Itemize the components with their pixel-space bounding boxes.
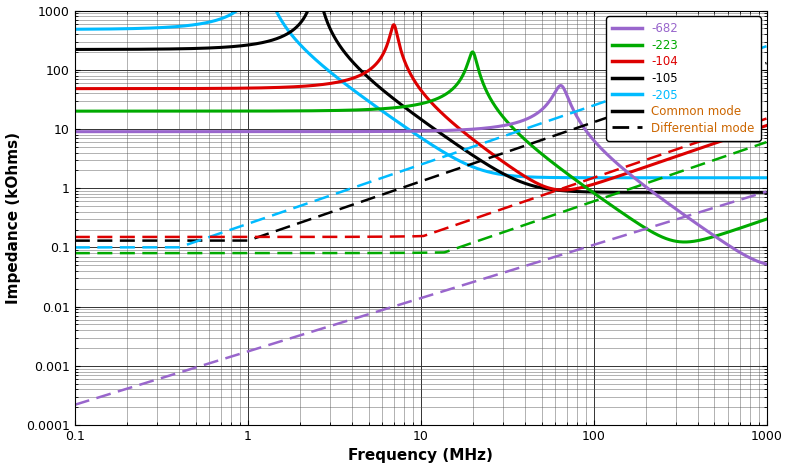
X-axis label: Frequency (MHz): Frequency (MHz) [348,448,493,463]
Legend: -682, -223, -104, -105, -205, Common mode, Differential mode: -682, -223, -104, -105, -205, Common mod… [607,16,760,141]
Y-axis label: Impedance (kOhms): Impedance (kOhms) [6,132,20,304]
